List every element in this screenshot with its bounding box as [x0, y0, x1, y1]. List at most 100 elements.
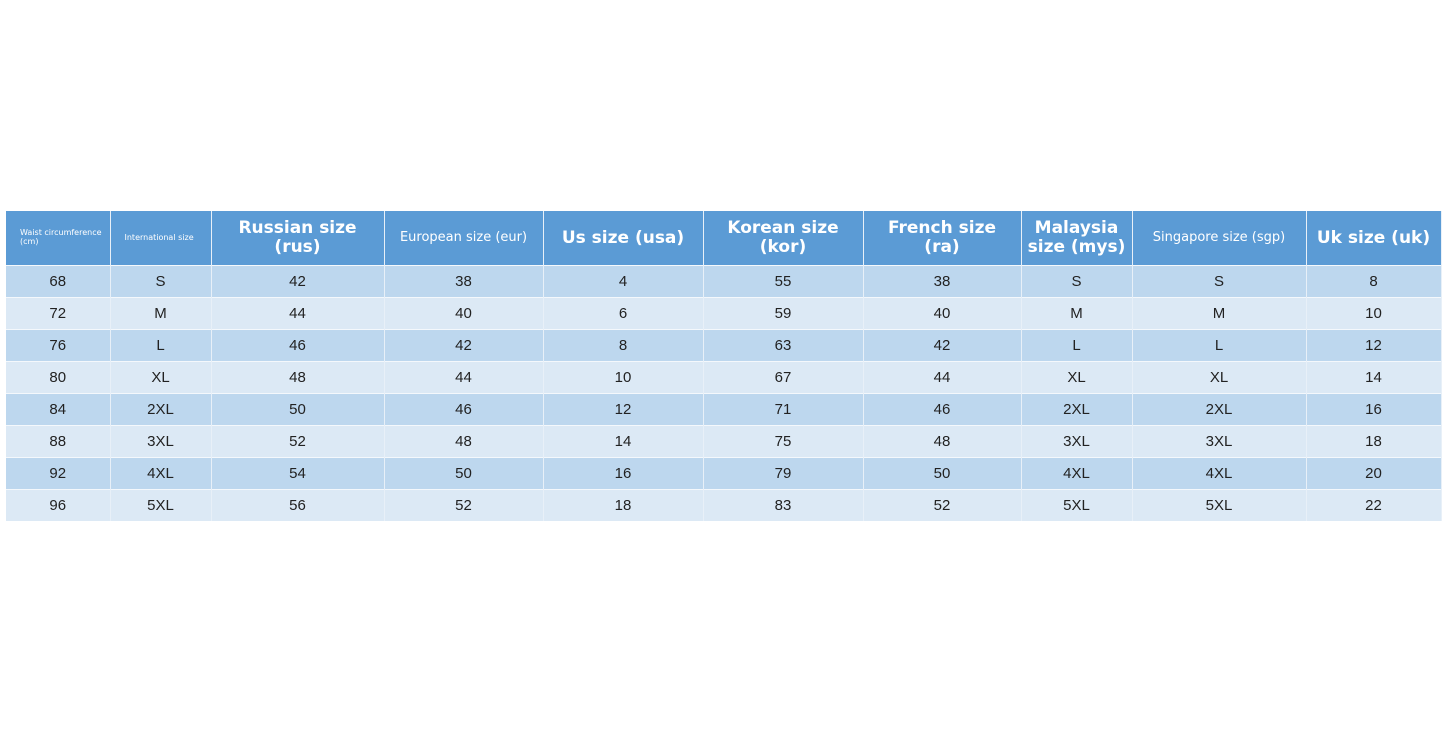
table-cell: 52: [863, 489, 1022, 521]
table-cell: 18: [1306, 425, 1442, 458]
table-cell: 44: [211, 297, 385, 330]
header-cell: Malaysia size (mys): [1021, 211, 1133, 266]
table-cell: 80: [6, 361, 111, 394]
table-cell: XL: [1021, 361, 1133, 394]
table-cell: S: [1132, 265, 1307, 298]
table-cell: 71: [703, 393, 864, 426]
table-cell: 44: [384, 361, 544, 394]
table-cell: 42: [384, 329, 544, 362]
table-row: 88 3XL 52 48 14 75 48 3XL 3XL 18: [6, 425, 1442, 458]
table-cell: XL: [110, 361, 212, 394]
table-cell: 5XL: [110, 489, 212, 521]
table-cell: 8: [543, 329, 704, 362]
table-cell: 5XL: [1021, 489, 1133, 521]
table-cell: 67: [703, 361, 864, 394]
table-cell: 92: [6, 457, 111, 490]
size-table: Waist circumference (cm) International si…: [6, 211, 1442, 521]
table-cell: 63: [703, 329, 864, 362]
header-cell: Waist circumference (cm): [6, 211, 111, 266]
table-cell: L: [1132, 329, 1307, 362]
table-cell: 2XL: [1132, 393, 1307, 426]
table-cell: L: [1021, 329, 1133, 362]
header-cell: French size (ra): [863, 211, 1022, 266]
table-cell: 72: [6, 297, 111, 330]
table-cell: 50: [384, 457, 544, 490]
table-cell: S: [1021, 265, 1133, 298]
table-cell: 20: [1306, 457, 1442, 490]
table-cell: 6: [543, 297, 704, 330]
table-cell: 4XL: [110, 457, 212, 490]
table-cell: 48: [384, 425, 544, 458]
table-cell: 5XL: [1132, 489, 1307, 521]
header-cell: International size: [110, 211, 212, 266]
table-cell: 46: [863, 393, 1022, 426]
table-row: 84 2XL 50 46 12 71 46 2XL 2XL 16: [6, 393, 1442, 426]
header-cell: Singapore size (sgp): [1132, 211, 1307, 266]
header-cell: Uk size (uk): [1306, 211, 1442, 266]
table-cell: 96: [6, 489, 111, 521]
table-cell: 44: [863, 361, 1022, 394]
table-cell: 12: [543, 393, 704, 426]
table-cell: 12: [1306, 329, 1442, 362]
table-cell: 16: [1306, 393, 1442, 426]
table-cell: 83: [703, 489, 864, 521]
table-cell: 38: [863, 265, 1022, 298]
table-cell: L: [110, 329, 212, 362]
table-cell: 14: [1306, 361, 1442, 394]
table-cell: 68: [6, 265, 111, 298]
table-cell: 59: [703, 297, 864, 330]
table-cell: 10: [543, 361, 704, 394]
table-cell: 54: [211, 457, 385, 490]
table-cell: 38: [384, 265, 544, 298]
table-cell: 2XL: [110, 393, 212, 426]
table-cell: 3XL: [1132, 425, 1307, 458]
table-cell: 40: [384, 297, 544, 330]
table-row: 68 S 42 38 4 55 38 S S 8: [6, 265, 1442, 298]
header-cell: European size (eur): [384, 211, 544, 266]
table-cell: 56: [211, 489, 385, 521]
table-cell: 8: [1306, 265, 1442, 298]
table-cell: XL: [1132, 361, 1307, 394]
table-cell: 16: [543, 457, 704, 490]
table-cell: 3XL: [1021, 425, 1133, 458]
table-cell: 4XL: [1021, 457, 1133, 490]
table-cell: 79: [703, 457, 864, 490]
table-cell: 84: [6, 393, 111, 426]
table-cell: 42: [211, 265, 385, 298]
table-cell: 88: [6, 425, 111, 458]
table-row: 96 5XL 56 52 18 83 52 5XL 5XL 22: [6, 489, 1442, 521]
table-cell: S: [110, 265, 212, 298]
table-cell: M: [110, 297, 212, 330]
table-cell: 4XL: [1132, 457, 1307, 490]
table-cell: 48: [211, 361, 385, 394]
table-cell: 52: [211, 425, 385, 458]
header-cell: Korean size (kor): [703, 211, 864, 266]
table-cell: 52: [384, 489, 544, 521]
table-cell: 55: [703, 265, 864, 298]
table-cell: 50: [211, 393, 385, 426]
table-cell: 46: [384, 393, 544, 426]
table-cell: 4: [543, 265, 704, 298]
table-cell: 46: [211, 329, 385, 362]
table-cell: 42: [863, 329, 1022, 362]
table-cell: 22: [1306, 489, 1442, 521]
table-row: 72 M 44 40 6 59 40 M M 10: [6, 297, 1442, 330]
table-cell: 10: [1306, 297, 1442, 330]
table-cell: 40: [863, 297, 1022, 330]
table-cell: M: [1132, 297, 1307, 330]
header-cell: Russian size (rus): [211, 211, 385, 266]
table-body: 68 S 42 38 4 55 38 S S 8 72 M 44 40 6 59 40 M M 10 76 L 46 42 8 6…: [6, 265, 1442, 521]
table-cell: 2XL: [1021, 393, 1133, 426]
table-cell: 75: [703, 425, 864, 458]
table-row: 76 L 46 42 8 63 42 L L 12: [6, 329, 1442, 362]
table-cell: M: [1021, 297, 1133, 330]
table-row: 80 XL 48 44 10 67 44 XL XL 14: [6, 361, 1442, 394]
table-cell: 18: [543, 489, 704, 521]
table-cell: 50: [863, 457, 1022, 490]
table-cell: 48: [863, 425, 1022, 458]
table-cell: 76: [6, 329, 111, 362]
table-cell: 14: [543, 425, 704, 458]
table-row: 92 4XL 54 50 16 79 50 4XL 4XL 20: [6, 457, 1442, 490]
header-cell: Us size (usa): [543, 211, 704, 266]
